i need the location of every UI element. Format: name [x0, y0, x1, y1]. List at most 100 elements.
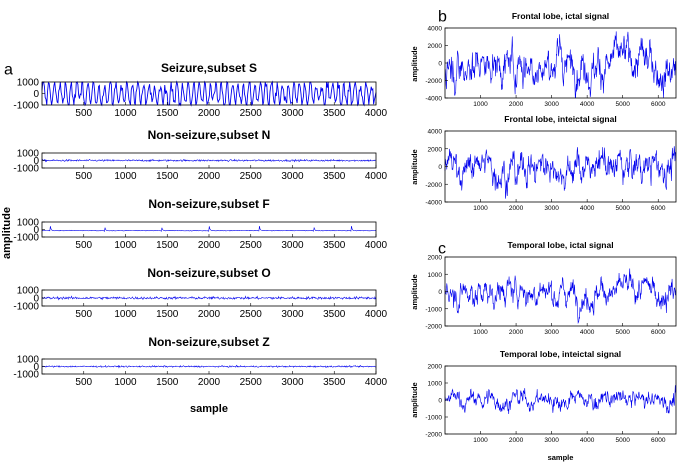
a-signal-trace-5: [41, 364, 377, 369]
c-xtick-label: 1000: [473, 437, 488, 444]
a-xtick-label: 3500: [323, 309, 346, 320]
a-xtick-label: 2500: [240, 377, 263, 388]
panel-a-subplot-1: 500 1000 1500 2000 2500 3000 3500 400010000-100…: [13, 61, 387, 119]
b-ytick-label: 2000: [428, 146, 443, 153]
b-ytick-label: -4000: [425, 200, 442, 207]
a-xtick-label: 1500: [156, 108, 179, 119]
panel-c-ylabel: amplitude: [410, 274, 419, 309]
b-xtick-label: 5000: [615, 101, 630, 108]
panel-b-subplot-title: Frontal lobe, ictal signal: [512, 11, 609, 21]
b-ytick-label: 0: [438, 164, 442, 171]
b-ytick-label: 4000: [428, 26, 443, 33]
c-ytick-label: 2000: [428, 364, 443, 371]
c-ytick-label: -2000: [425, 324, 442, 331]
panel-c-xlabel: sample: [548, 453, 574, 462]
b-xtick-label: 6000: [651, 205, 666, 212]
a-ytick-label: 0: [33, 156, 39, 167]
b-xtick-label: 4000: [580, 101, 595, 108]
c-ytick-label: 0: [438, 289, 442, 296]
a-xtick-label: 3000: [281, 171, 304, 182]
a-xtick-label: 4000: [365, 108, 388, 119]
a-ytick-label: -1000: [13, 302, 39, 313]
a-xtick-label: 3000: [281, 108, 304, 119]
b-xtick-label: 1000: [473, 101, 488, 108]
a-ytick-label: 1000: [17, 149, 40, 160]
b-ytick-label: -4000: [425, 96, 442, 103]
a-xtick-label: 2500: [240, 171, 263, 182]
a-ytick-label: 1000: [17, 218, 40, 229]
panel-c-subplot-2: 1000 2000 3000 4000 5000 6000 2000 1000 0 -1000 -2…: [410, 349, 677, 444]
b-signal-trace-1: [444, 31, 677, 99]
a-xtick-label: 500: [75, 240, 92, 251]
a-xtick-label: 1000: [114, 377, 137, 388]
a-ytick-label: 1000: [17, 286, 40, 297]
a-xtick-label: 500: [75, 108, 92, 119]
panel-b-ylabel: amplitude: [410, 46, 419, 81]
a-ytick-label: -1000: [13, 370, 39, 381]
a-xtick-label: 2000: [198, 309, 221, 320]
a-ytick-label: -1000: [13, 101, 39, 112]
a-xtick-label: 3000: [281, 377, 304, 388]
a-xtick-label: 500: [75, 171, 92, 182]
panel-a-subplot-title: Non-seizure,subset O: [147, 266, 270, 280]
b-ytick-label: 0: [438, 61, 442, 68]
b-ytick-label: 2000: [428, 43, 443, 50]
b-xtick-label: 3000: [544, 101, 559, 108]
a-ytick-label: 0: [33, 362, 39, 373]
panel-b-subplot-title: Frontal lobe, inteictal signal: [504, 114, 616, 124]
a-xtick-label: 1500: [156, 309, 179, 320]
b-xtick-label: 6000: [651, 101, 666, 108]
a-xtick-label: 3500: [323, 240, 346, 251]
panel-c-subplot-title: Temporal lobe, inteictal signal: [500, 349, 621, 359]
panel-b-ylabel: amplitude: [410, 149, 419, 184]
a-xtick-label: 3000: [281, 309, 304, 320]
c-signal-trace-1: [444, 268, 677, 324]
a-xtick-label: 4000: [365, 309, 388, 320]
a-xtick-label: 1500: [156, 171, 179, 182]
a-xtick-label: 4000: [365, 377, 388, 388]
b-xtick-label: 5000: [615, 205, 630, 212]
b-ytick-label: 4000: [428, 129, 443, 136]
b-signal-trace-2: [444, 146, 677, 199]
panel-a-subplot-4: 500 1000 1500 2000 2500 3000 3500 400010000-100…: [13, 266, 387, 320]
b-xtick-label: 4000: [580, 205, 595, 212]
a-ytick-label: 0: [33, 294, 39, 305]
c-xtick-label: 5000: [615, 329, 630, 336]
c-xtick-label: 3000: [544, 437, 559, 444]
a-xtick-label: 3500: [323, 377, 346, 388]
b-ytick-label: -2000: [425, 78, 442, 85]
a-xtick-label: 3500: [323, 108, 346, 119]
b-xtick-label: 2000: [509, 101, 524, 108]
c-ytick-label: 1000: [428, 272, 443, 279]
a-xtick-label: 500: [75, 377, 92, 388]
a-ytick-label: 1000: [17, 78, 40, 89]
a-xtick-label: 1000: [114, 240, 137, 251]
a-xtick-label: 500: [75, 309, 92, 320]
c-ytick-label: 2000: [428, 255, 443, 262]
a-xtick-label: 3000: [281, 240, 304, 251]
a-ytick-label: 0: [33, 225, 39, 236]
c-ytick-label: 1000: [428, 381, 443, 388]
a-signal-trace-2: [41, 158, 377, 163]
panel-a-ylabel: amplitude: [1, 207, 13, 259]
a-xtick-label: 1000: [114, 309, 137, 320]
c-xtick-label: 6000: [651, 437, 666, 444]
c-xtick-label: 1000: [473, 329, 488, 336]
c-xtick-label: 2000: [509, 329, 524, 336]
b-xtick-label: 3000: [544, 205, 559, 212]
a-xtick-label: 4000: [365, 171, 388, 182]
a-ytick-label: -1000: [13, 233, 39, 244]
a-xtick-label: 2000: [198, 240, 221, 251]
panel-b-subplot-2: 1000 2000 3000 4000 5000 6000 4000 2000 0 -2000 -4…: [410, 114, 677, 212]
panel-a-subplot-5: 500 1000 1500 2000 2500 3000 3500 400010000-100…: [13, 335, 387, 388]
a-xtick-label: 2000: [198, 108, 221, 119]
b-ytick-label: -2000: [425, 182, 442, 189]
c-xtick-label: 2000: [509, 437, 524, 444]
a-xtick-label: 2000: [198, 171, 221, 182]
c-ytick-label: -1000: [425, 306, 442, 313]
panel-letter-c: c: [438, 240, 446, 257]
c-xtick-label: 4000: [580, 437, 595, 444]
c-ytick-label: 0: [438, 398, 442, 405]
a-xtick-label: 2500: [240, 108, 263, 119]
